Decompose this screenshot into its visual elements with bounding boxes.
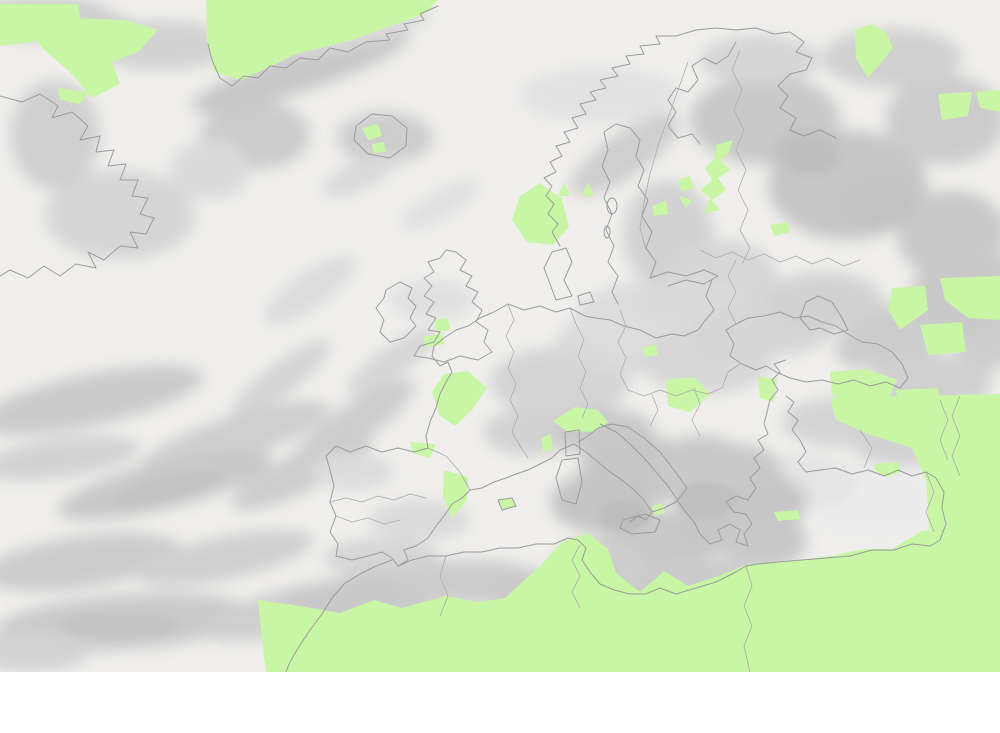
land-caucasus-2 [920, 322, 966, 355]
land-iceland-2 [372, 142, 386, 153]
land-greenland [206, 0, 438, 80]
map-area [0, 0, 1000, 673]
coast-bothnia-west [601, 131, 619, 305]
land-north-africa [258, 524, 1000, 672]
coast-turkey-south [745, 439, 947, 567]
land-north-spain [410, 442, 436, 458]
coast-algeria [397, 537, 747, 595]
land-norway-south [512, 183, 569, 245]
coast-italy-west [559, 443, 653, 523]
land-middle-east [830, 394, 1000, 556]
border-layer [329, 49, 961, 673]
land-corsica [541, 434, 553, 452]
coast-norway [543, 27, 813, 247]
land-cyprus [874, 462, 901, 477]
land-balkans-2 [758, 377, 777, 402]
coast-sardinia [555, 457, 583, 505]
coast-morocco [285, 559, 393, 673]
coastline-layer [0, 5, 947, 673]
coast-mainland-west [325, 303, 571, 567]
land-alps [553, 407, 608, 432]
coast-ireland [375, 281, 417, 343]
land-mallorca [497, 497, 517, 511]
land-balkans-1 [666, 377, 710, 412]
coast-canada [0, 93, 155, 279]
cloud-layer [0, 0, 1000, 672]
land-pyrenees [443, 470, 468, 519]
europe-cloud-cover-map [0, 0, 1000, 673]
coast-marmara [769, 359, 787, 401]
coast-black-sea [725, 311, 909, 389]
land-caucasus-3 [940, 276, 1000, 320]
legend-bar: Cloud cover (low) [%] GFS Mo 26-01-2026 … [0, 672, 1000, 733]
coast-iceland [353, 113, 408, 159]
land-caucasus-1 [888, 286, 928, 330]
land-russia-ne [855, 24, 893, 78]
coast-gulf-of-finland [649, 269, 719, 287]
coast-baltic-south [569, 279, 715, 339]
land-iceland-1 [362, 124, 382, 140]
coast-bothnia-east [603, 123, 657, 279]
coast-greenland [207, 5, 439, 87]
coast-crimea [799, 295, 849, 335]
cloud-free-land-layer [0, 0, 1000, 672]
cloud-core-layer [60, 144, 836, 639]
coast-sicily [619, 513, 661, 535]
land-west-france [432, 371, 487, 426]
coast-corsica [564, 429, 581, 457]
coast-denmark [543, 247, 573, 301]
coast-white-sea [777, 69, 837, 139]
land-england [434, 318, 450, 332]
coast-balkan-adriatic [599, 423, 711, 545]
coast-greece [709, 399, 771, 547]
land-canada-3 [58, 88, 88, 104]
land-canada-2 [18, 16, 158, 98]
land-nw-russia [700, 140, 733, 213]
coast-great-britain [413, 249, 493, 363]
coast-italy-adriatic [577, 423, 688, 513]
land-crete [774, 510, 800, 521]
